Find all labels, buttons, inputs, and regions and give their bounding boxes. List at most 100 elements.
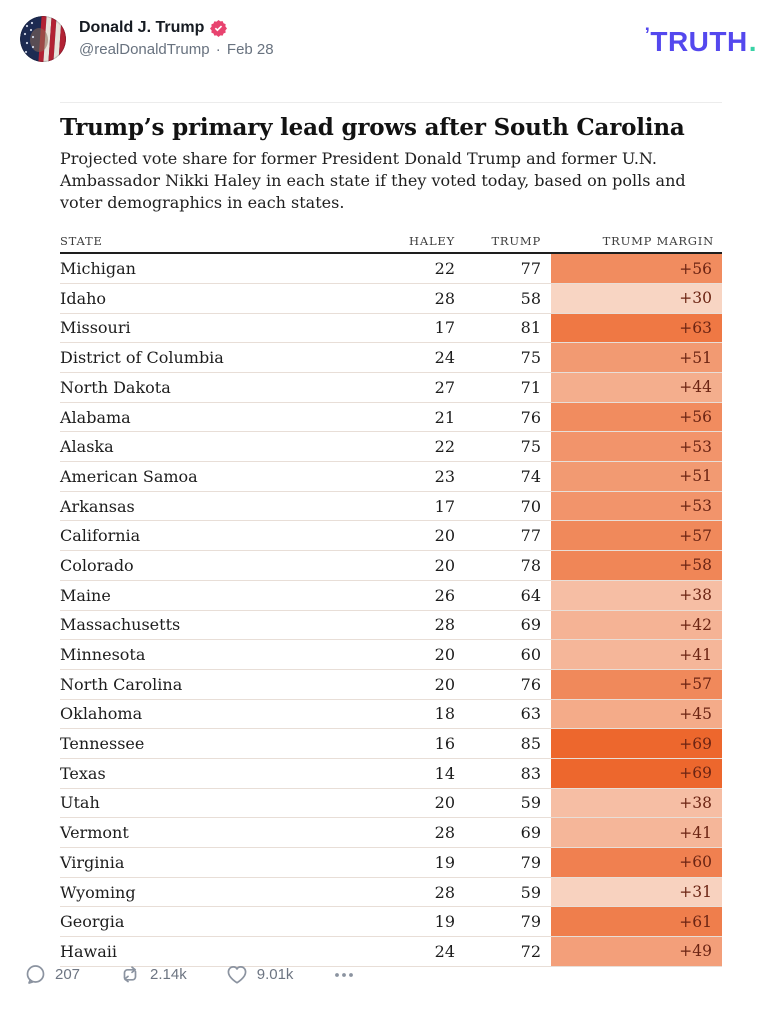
author-handle[interactable]: @realDonaldTrump xyxy=(79,41,210,58)
trump-cell: 59 xyxy=(520,882,541,902)
table-row: District of Columbia 24 75 +51 xyxy=(60,343,722,373)
haley-cell: 19 xyxy=(434,912,455,932)
haley-cell: 20 xyxy=(434,555,455,575)
margin-cell: +44 xyxy=(551,373,722,402)
haley-cell: 28 xyxy=(434,288,455,308)
post-meta: @realDonaldTrump · Feb 28 xyxy=(79,41,274,58)
trump-cell: 69 xyxy=(520,615,541,635)
margin-cell: +42 xyxy=(551,610,722,640)
engagement-bar: 207 2.14k 9.01k xyxy=(24,963,357,986)
table-row: Alaska 22 75 +53 xyxy=(60,432,722,463)
state-cell: Tennessee xyxy=(60,734,145,754)
table-row: Minnesota 20 60 +41 xyxy=(60,640,722,670)
haley-cell: 28 xyxy=(434,823,455,843)
truth-social-logo[interactable]: ʼTRUTH. xyxy=(645,16,757,58)
retruth-button[interactable]: 2.14k xyxy=(118,963,187,986)
state-cell: Colorado xyxy=(60,555,134,575)
state-cell: Vermont xyxy=(60,823,129,843)
table-row: Tennessee 16 85 +69 xyxy=(60,729,722,759)
table-row: Alabama 21 76 +56 xyxy=(60,402,722,433)
column-header-state: STATE xyxy=(60,234,103,249)
trump-cell: 69 xyxy=(520,823,541,843)
haley-cell: 24 xyxy=(434,941,455,961)
chart-image[interactable]: Trump’s primary lead grows after South C… xyxy=(60,102,722,967)
state-cell: Massachusetts xyxy=(60,615,181,635)
margin-cell: +38 xyxy=(551,580,722,610)
trump-cell: 72 xyxy=(520,941,541,961)
state-cell: Oklahoma xyxy=(60,704,143,724)
table-row: Texas 14 83 +69 xyxy=(60,758,722,789)
like-button[interactable]: 9.01k xyxy=(225,963,293,986)
meta-separator: · xyxy=(215,41,221,58)
trump-cell: 75 xyxy=(520,437,541,457)
logo-tick: ʼ xyxy=(644,25,651,46)
column-header-trump-margin: TRUMP MARGIN xyxy=(602,234,714,249)
trump-cell: 70 xyxy=(520,496,541,516)
margin-cell: +38 xyxy=(551,788,722,818)
table-row: Georgia 19 79 +61 xyxy=(60,907,722,938)
trump-cell: 60 xyxy=(520,645,541,665)
margin-cell: +45 xyxy=(551,699,722,729)
trump-cell: 74 xyxy=(520,466,541,486)
trump-cell: 85 xyxy=(520,734,541,754)
logo-dot: . xyxy=(748,26,757,57)
margin-cell: +53 xyxy=(551,432,722,462)
state-cell: Georgia xyxy=(60,912,125,932)
trump-cell: 64 xyxy=(520,585,541,605)
state-cell: Virginia xyxy=(60,852,125,872)
table-header: STATE HALEY TRUMP TRUMP MARGIN xyxy=(60,234,722,255)
table-row: Vermont 28 69 +41 xyxy=(60,818,722,848)
haley-cell: 28 xyxy=(434,615,455,635)
trump-cell: 71 xyxy=(520,377,541,397)
retruth-count: 2.14k xyxy=(150,966,187,983)
author-name[interactable]: Donald J. Trump xyxy=(79,19,205,36)
verified-badge-icon xyxy=(210,19,228,37)
haley-cell: 24 xyxy=(434,348,455,368)
haley-cell: 18 xyxy=(434,704,455,724)
trump-cell: 81 xyxy=(520,318,541,338)
state-cell: North Dakota xyxy=(60,377,171,397)
haley-cell: 28 xyxy=(434,882,455,902)
state-cell: California xyxy=(60,526,141,546)
state-cell: Wyoming xyxy=(60,882,136,902)
state-cell: Arkansas xyxy=(60,496,135,516)
haley-cell: 21 xyxy=(434,407,455,427)
trump-cell: 83 xyxy=(520,763,541,783)
table-body: Michigan 22 77 +56 Idaho 28 58 +30 Missouri 17 81 +… xyxy=(60,254,722,967)
table-row: Colorado 20 78 +58 xyxy=(60,551,722,581)
trump-cell: 59 xyxy=(520,793,541,813)
retruth-icon xyxy=(123,966,137,983)
table-row: Utah 20 59 +38 xyxy=(60,788,722,819)
reply-icon xyxy=(26,965,45,984)
trump-cell: 63 xyxy=(520,704,541,724)
margin-cell: +56 xyxy=(551,402,722,432)
haley-cell: 14 xyxy=(434,763,455,783)
table-row: North Carolina 20 76 +57 xyxy=(60,669,722,700)
trump-cell: 76 xyxy=(520,407,541,427)
reply-button[interactable]: 207 xyxy=(24,963,80,986)
avatar[interactable] xyxy=(20,16,66,62)
column-header-haley: HALEY xyxy=(409,234,455,249)
haley-cell: 19 xyxy=(434,852,455,872)
haley-cell: 26 xyxy=(434,585,455,605)
post-header: Donald J. Trump @realDonaldTrump · Feb 2… xyxy=(20,16,757,62)
state-cell: Maine xyxy=(60,585,111,605)
author-block: Donald J. Trump @realDonaldTrump · Feb 2… xyxy=(79,16,274,58)
haley-cell: 23 xyxy=(434,466,455,486)
post-timestamp[interactable]: Feb 28 xyxy=(226,41,274,58)
state-cell: Alaska xyxy=(60,437,114,457)
margin-cell: +63 xyxy=(551,313,722,343)
haley-cell: 16 xyxy=(434,734,455,754)
margin-cell: +51 xyxy=(551,462,722,491)
logo-text: TRUTH xyxy=(650,26,748,57)
state-cell: Texas xyxy=(60,763,106,783)
table-row: Wyoming 28 59 +31 xyxy=(60,877,722,908)
margin-cell: +61 xyxy=(551,907,722,937)
trump-cell: 77 xyxy=(520,259,541,279)
state-cell: Missouri xyxy=(60,318,131,338)
more-options-button[interactable] xyxy=(331,963,357,986)
haley-cell: 20 xyxy=(434,526,455,546)
table-row: Oklahoma 18 63 +45 xyxy=(60,699,722,730)
trump-cell: 58 xyxy=(520,288,541,308)
state-cell: North Carolina xyxy=(60,674,183,694)
